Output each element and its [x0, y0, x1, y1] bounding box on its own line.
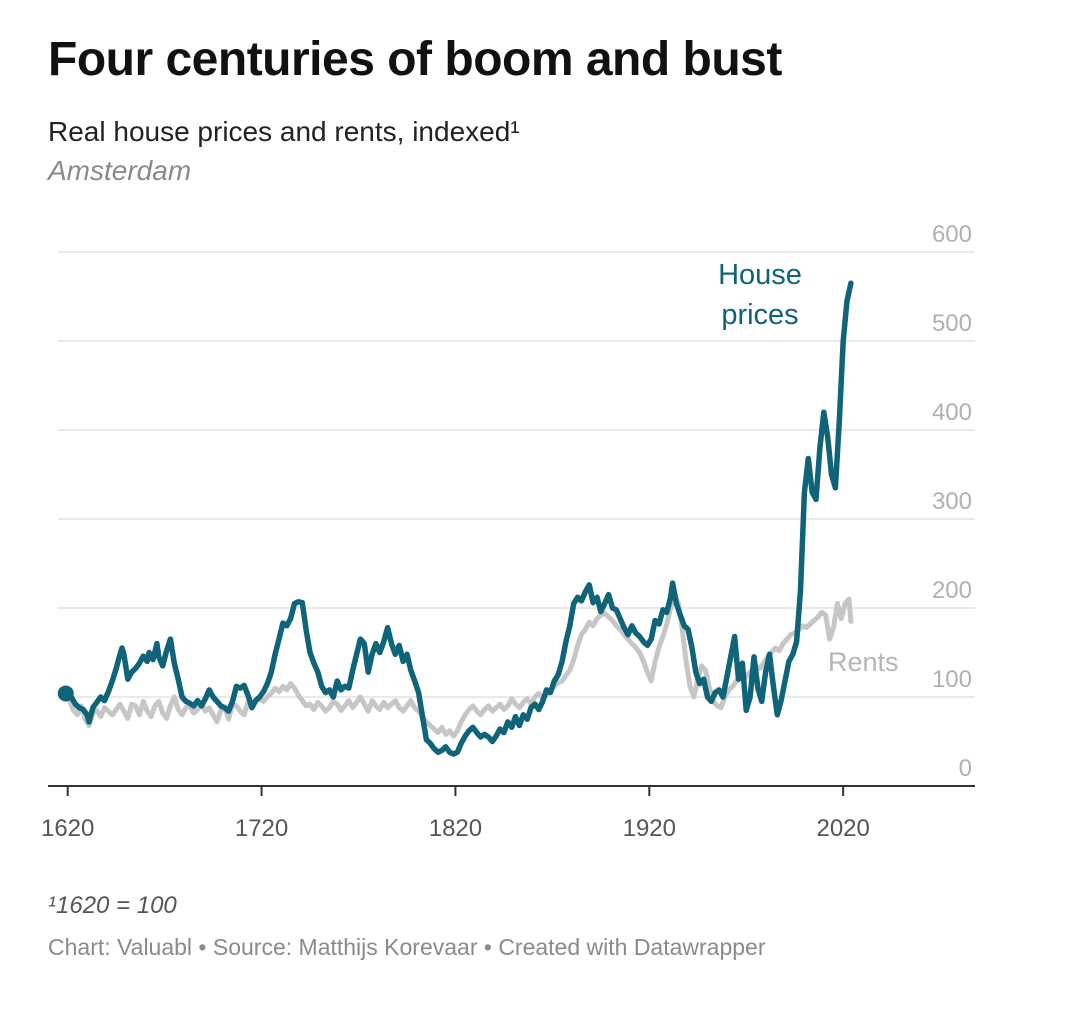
y-tick-label: 100: [932, 666, 972, 693]
house-prices-start-marker: [57, 685, 74, 702]
rents-line: [63, 593, 854, 739]
y-tick-label: 300: [932, 488, 972, 515]
x-tick-label: 1820: [429, 815, 482, 842]
chart-location: Amsterdam: [48, 155, 192, 186]
credits: Chart: Valuabl • Source: Matthijs Koreva…: [48, 934, 766, 960]
x-tick-label: 1620: [41, 815, 94, 842]
gridlines: [58, 251, 975, 698]
line-chart: 0 100 200 300 400 500 600 1620 1720 1820 1920 2020…: [41, 221, 975, 842]
x-axis: 1620 1720 1820 1920 2020: [41, 785, 975, 842]
y-axis-ticks: 0 100 200 300 400 500 600: [932, 221, 972, 782]
chart-title: Four centuries of boom and bust: [48, 33, 782, 86]
y-tick-label: 400: [932, 399, 972, 426]
x-tick-label: 1720: [235, 815, 288, 842]
series-label-house-prices: House: [718, 259, 802, 291]
x-tick-label: 1920: [623, 815, 676, 842]
series-label-rents: Rents: [828, 647, 899, 677]
series-label-house-prices: prices: [721, 299, 798, 331]
x-tick-label: 2020: [816, 815, 869, 842]
series-lines: [57, 280, 854, 757]
house-prices-line: [63, 280, 854, 757]
y-tick-label: 600: [932, 221, 972, 248]
chart-subtitle: Real house prices and rents, indexed¹: [48, 116, 520, 147]
y-tick-label: 200: [932, 577, 972, 604]
footnote: ¹1620 = 100: [48, 892, 177, 919]
y-tick-label: 0: [959, 755, 972, 782]
series-labels: House prices Rents: [718, 259, 898, 677]
y-tick-label: 500: [932, 310, 972, 337]
